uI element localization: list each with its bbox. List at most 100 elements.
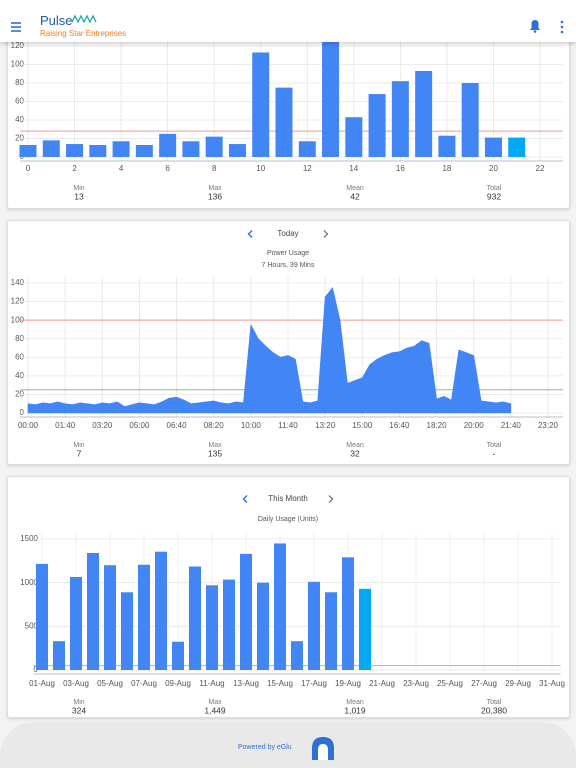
x-tick-label: 13-Aug <box>233 679 259 688</box>
stat-label: Min <box>73 442 84 449</box>
chart-title: Power Usage <box>267 250 309 257</box>
stat-label: Mean <box>346 442 364 449</box>
y-tick-label: 40 <box>15 115 24 124</box>
x-tick-label: 15:00 <box>352 421 373 430</box>
x-tick-label: 11-Aug <box>199 679 224 688</box>
bar <box>325 592 337 670</box>
app-bar-icons <box>11 14 564 34</box>
bar <box>87 552 99 670</box>
x-tick-label: 17-Aug <box>301 679 327 688</box>
x-tick-label: 21:40 <box>501 421 522 430</box>
next-button[interactable] <box>323 230 329 238</box>
bar <box>342 557 354 670</box>
x-tick-label: 07-Aug <box>131 679 157 688</box>
x-tick-label: 16:40 <box>389 421 410 430</box>
bar <box>240 553 252 670</box>
bar <box>182 141 200 157</box>
stat-label: Max <box>208 185 222 192</box>
x-tick-label: 05:00 <box>129 421 150 430</box>
bar <box>223 579 235 670</box>
bar <box>36 563 48 670</box>
stat-label: Min <box>73 699 84 706</box>
y-tick-label: 20 <box>15 134 24 143</box>
bar <box>508 137 526 157</box>
bar <box>252 52 270 157</box>
x-tick-label: 19-Aug <box>335 679 361 688</box>
bar <box>438 135 456 157</box>
stat-value: 32 <box>350 448 360 458</box>
stat-value: 7 <box>77 448 82 458</box>
chart-subtitle: 7 Hours, 39 Mins <box>262 262 315 269</box>
x-tick-label: 6 <box>165 164 170 173</box>
area <box>27 286 512 414</box>
bar <box>274 543 286 670</box>
next-button[interactable] <box>328 495 334 503</box>
y-tick-label: 1000 <box>20 578 38 587</box>
app-subtitle: Raising Star Entreprises <box>40 29 127 38</box>
x-tick-label: 20 <box>489 164 498 173</box>
period-label: Today <box>277 229 298 238</box>
footer-logo <box>312 737 334 760</box>
x-tick-label: 21-Aug <box>369 679 395 688</box>
bar <box>205 136 223 157</box>
bar <box>345 117 363 157</box>
bar <box>298 141 316 157</box>
y-tick-label: 60 <box>15 97 24 106</box>
bar <box>89 144 107 157</box>
bar <box>53 641 65 670</box>
bar <box>368 94 386 157</box>
bar <box>19 144 37 157</box>
bar <box>135 144 153 157</box>
stat-value: 136 <box>208 191 222 201</box>
stat-value: 1,019 <box>344 705 366 715</box>
x-tick-label: 2 <box>72 164 77 173</box>
x-tick-label: 31-Aug <box>539 679 565 688</box>
menu-button[interactable] <box>11 22 21 32</box>
x-tick-label: 23-Aug <box>403 679 429 688</box>
bar <box>322 31 340 158</box>
notifications-button[interactable] <box>530 20 540 33</box>
bar <box>359 588 371 670</box>
stat-value: 13 <box>74 191 84 201</box>
x-tick-label: 15-Aug <box>267 679 293 688</box>
bar <box>66 144 84 157</box>
prev-button[interactable] <box>247 230 253 238</box>
bar <box>42 140 60 157</box>
x-tick-label: 27-Aug <box>471 679 497 688</box>
y-tick-label: 100 <box>11 60 25 69</box>
x-tick-label: 4 <box>119 164 124 173</box>
stat-label: Max <box>208 442 222 449</box>
more-button[interactable] <box>560 20 564 34</box>
x-tick-label: 10 <box>256 164 265 173</box>
y-tick-label: 80 <box>15 334 24 343</box>
stat-label: Mean <box>346 185 364 192</box>
bar <box>155 551 167 670</box>
x-tick-label: 16 <box>396 164 405 173</box>
x-tick-label: 03-Aug <box>63 679 89 688</box>
bar <box>206 585 218 670</box>
bar <box>121 592 133 670</box>
x-tick-label: 23:20 <box>538 421 559 430</box>
bar <box>172 641 184 670</box>
y-tick-label: 120 <box>11 297 25 306</box>
y-tick-label: 140 <box>11 278 25 287</box>
bar <box>308 581 320 670</box>
card <box>7 220 570 465</box>
stat-value: - <box>493 448 496 458</box>
x-tick-label: 14 <box>349 164 358 173</box>
bar <box>291 641 303 670</box>
prev-button[interactable] <box>242 495 248 503</box>
x-tick-label: 11:40 <box>278 421 298 430</box>
x-tick-label: 01:40 <box>55 421 76 430</box>
bar <box>189 566 201 670</box>
x-tick-label: 18 <box>442 164 451 173</box>
x-tick-label: 13:20 <box>315 421 336 430</box>
x-tick-label: 09-Aug <box>165 679 191 688</box>
y-tick-label: 100 <box>11 315 25 324</box>
x-tick-label: 06:40 <box>167 421 188 430</box>
bar <box>138 564 150 670</box>
x-tick-label: 22 <box>536 164 545 173</box>
stat-label: Total <box>487 442 502 449</box>
bar <box>415 70 433 157</box>
